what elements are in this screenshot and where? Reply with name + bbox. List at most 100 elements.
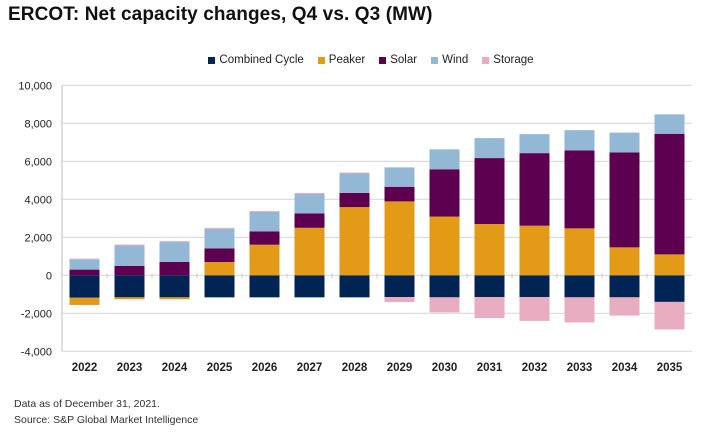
y-tick-label: 2,000 <box>24 232 52 244</box>
legend: Combined Cycle Peaker Solar Wind Storage <box>0 54 702 66</box>
legend-label: Storage <box>493 54 534 66</box>
bar-wind-2023 <box>114 245 145 266</box>
bar-wind-2028 <box>339 173 370 193</box>
bar-solar-2022 <box>69 269 100 276</box>
bar-wind-2035 <box>654 114 685 134</box>
bar-peaker-2028 <box>339 207 370 276</box>
bar-solar-2028 <box>339 192 370 208</box>
footer-note: Data as of December 31, 2021. <box>14 398 160 410</box>
bar-wind-2034 <box>609 132 640 153</box>
bar-combined-cycle-2031 <box>474 275 505 298</box>
bar-storage-2032 <box>519 297 550 321</box>
bar-solar-2035 <box>654 133 685 255</box>
y-tick-label: -4,000 <box>21 346 52 358</box>
bar-peaker-2035 <box>654 254 685 276</box>
bar-wind-2026 <box>249 211 280 232</box>
legend-item-peaker: Peaker <box>317 54 366 66</box>
legend-label: Wind <box>442 54 469 66</box>
bar-combined-cycle-2034 <box>609 275 640 298</box>
bar-solar-2034 <box>609 152 640 248</box>
bar-storage-2023 <box>114 244 145 246</box>
x-tick-label: 2029 <box>387 362 413 374</box>
bar-combined-cycle-2022 <box>69 275 100 298</box>
bar-wind-2033 <box>564 130 595 151</box>
y-tick-label: 10,000 <box>18 80 52 92</box>
bar-solar-2026 <box>249 231 280 245</box>
bar-combined-cycle-2023 <box>114 275 145 298</box>
bar-storage-2025 <box>204 227 235 229</box>
bar-combined-cycle-2029 <box>384 275 415 298</box>
x-tick-label: 2035 <box>657 362 683 374</box>
bar-combined-cycle-2032 <box>519 275 550 298</box>
bar-solar-2030 <box>429 169 460 217</box>
x-tick-label: 2030 <box>432 362 458 374</box>
bar-peaker-2031 <box>474 224 505 276</box>
bar-solar-2033 <box>564 150 595 229</box>
bar-combined-cycle-2026 <box>249 275 280 298</box>
bar-combined-cycle-2025 <box>204 275 235 298</box>
bar-peaker-2034 <box>609 247 640 276</box>
x-tick-label: 2031 <box>477 362 503 374</box>
bar-wind-2031 <box>474 138 505 159</box>
bar-storage-2026 <box>249 210 280 212</box>
bar-combined-cycle-2027 <box>294 275 325 298</box>
bar-peaker-2032 <box>519 225 550 276</box>
bar-solar-2027 <box>294 213 325 228</box>
bar-wind-2032 <box>519 134 550 154</box>
bar-solar-2032 <box>519 153 550 226</box>
legend-item-combined-cycle: Combined Cycle <box>208 54 304 66</box>
bar-solar-2023 <box>114 265 145 276</box>
bar-combined-cycle-2024 <box>159 275 190 298</box>
bar-peaker-2024 <box>159 297 190 300</box>
x-tick-label: 2026 <box>252 362 278 374</box>
bar-peaker-2027 <box>294 227 325 276</box>
bar-solar-2025 <box>204 248 235 262</box>
y-tick-label: -2,000 <box>21 308 52 320</box>
y-tick-label: 8,000 <box>24 118 52 130</box>
bar-peaker-2025 <box>204 262 235 276</box>
bar-storage-2033 <box>564 297 595 323</box>
y-tick-label: 4,000 <box>24 194 52 206</box>
bar-peaker-2022 <box>69 297 100 305</box>
bar-combined-cycle-2030 <box>429 275 460 298</box>
legend-swatch <box>482 56 490 64</box>
bar-solar-2031 <box>474 158 505 224</box>
x-tick-label: 2028 <box>342 362 368 374</box>
bar-storage-2022 <box>69 258 100 260</box>
bar-storage-2034 <box>609 297 640 316</box>
chart-plot: 10,000 8,000 6,000 4,000 2,000 0 -2,000 -4,000 2… <box>18 80 692 374</box>
bar-storage-2028 <box>339 172 370 174</box>
legend-label: Peaker <box>328 54 366 66</box>
legend-item-wind: Wind <box>431 54 468 66</box>
bar-storage-2035 <box>654 301 685 330</box>
bar-storage-2030 <box>429 297 460 313</box>
footer-source: Source: S&P Global Market Intelligence <box>14 414 199 426</box>
legend-label: Combined Cycle <box>219 54 304 66</box>
bar-combined-cycle-2028 <box>339 275 370 298</box>
x-tick-label: 2033 <box>567 362 593 374</box>
legend-swatch <box>208 56 216 64</box>
bar-wind-2030 <box>429 149 460 170</box>
bar-storage-2031 <box>474 297 505 319</box>
bar-wind-2024 <box>159 242 190 262</box>
y-tick-label: 6,000 <box>24 156 52 168</box>
x-tick-label: 2025 <box>207 362 233 374</box>
bar-storage-2027 <box>294 193 325 194</box>
bar-peaker-2033 <box>564 228 595 276</box>
legend-label: Solar <box>390 54 418 66</box>
legend-item-storage: Storage <box>482 54 534 66</box>
bar-wind-2029 <box>384 167 415 187</box>
bar-peaker-2026 <box>249 244 280 276</box>
x-tick-label: 2022 <box>72 362 98 374</box>
bar-solar-2029 <box>384 186 415 202</box>
legend-swatch <box>431 56 439 64</box>
bar-solar-2024 <box>159 262 190 276</box>
legend-swatch <box>379 56 387 64</box>
y-tick-label: 0 <box>46 270 52 282</box>
bar-peaker-2030 <box>429 216 460 276</box>
x-tick-label: 2032 <box>522 362 548 374</box>
bar-peaker-2023 <box>114 297 145 300</box>
bar-wind-2025 <box>204 228 235 249</box>
bar-storage-2024 <box>159 241 190 243</box>
bar-combined-cycle-2033 <box>564 275 595 298</box>
